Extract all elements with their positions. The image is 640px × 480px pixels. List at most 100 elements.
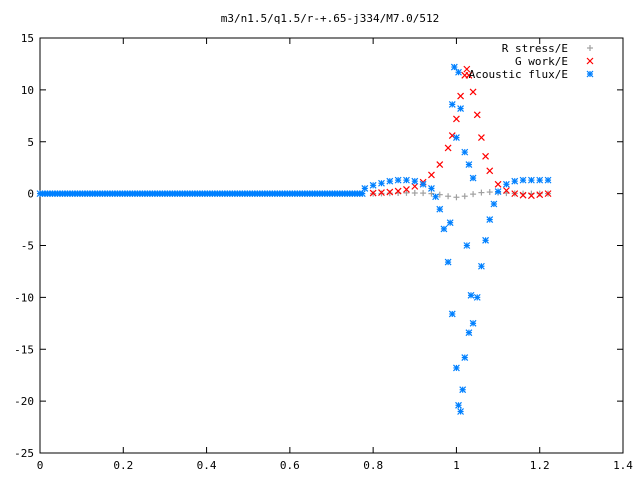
y-tick-label: -10 bbox=[14, 291, 34, 304]
data-point-g-work-e bbox=[486, 167, 494, 175]
data-point-r-stress-e bbox=[386, 190, 393, 197]
data-point-acoustic-flux-e bbox=[403, 176, 410, 184]
legend-label: R stress/E bbox=[502, 42, 568, 55]
data-point-g-work-e bbox=[494, 180, 502, 188]
data-point-r-stress-e bbox=[445, 193, 452, 200]
data-point-acoustic-flux-e bbox=[482, 236, 490, 244]
data-point-acoustic-flux-e bbox=[461, 148, 469, 156]
data-point-g-work-e bbox=[536, 191, 544, 199]
data-point-g-work-e bbox=[477, 134, 485, 142]
data-point-acoustic-flux-e bbox=[465, 161, 473, 168]
data-point-acoustic-flux-e bbox=[486, 216, 494, 223]
data-point-g-work-e bbox=[511, 190, 519, 198]
data-point-acoustic-flux-e bbox=[457, 105, 465, 112]
x-tick-label: 0 bbox=[37, 459, 44, 472]
data-point-acoustic-flux-e bbox=[432, 193, 440, 201]
data-point-g-work-e bbox=[411, 182, 419, 190]
data-point-acoustic-flux-e bbox=[463, 242, 471, 249]
x-tick-label: 0.2 bbox=[113, 459, 133, 472]
data-point-g-work-e bbox=[502, 187, 510, 194]
data-point-acoustic-flux-e bbox=[436, 205, 444, 213]
data-point-g-work-e bbox=[473, 111, 481, 119]
data-point-acoustic-flux-e bbox=[453, 364, 460, 372]
data-point-g-work-e bbox=[527, 192, 535, 200]
data-point-acoustic-flux-e bbox=[448, 100, 456, 108]
data-point-g-work-e bbox=[469, 88, 477, 96]
data-point-g-work-e bbox=[465, 71, 473, 79]
data-point-g-work-e bbox=[482, 152, 490, 160]
y-tick-label: 10 bbox=[21, 84, 34, 97]
data-point-acoustic-flux-e bbox=[444, 258, 452, 266]
data-point-g-work-e bbox=[544, 190, 552, 198]
y-tick-label: 5 bbox=[27, 136, 34, 149]
x-tick-label: 1.4 bbox=[613, 459, 633, 472]
data-point-acoustic-flux-e bbox=[511, 177, 519, 185]
data-point-r-stress-e bbox=[486, 189, 493, 196]
legend-label: Acoustic flux/E bbox=[469, 68, 568, 81]
data-point-g-work-e bbox=[378, 189, 385, 197]
data-point-acoustic-flux-e bbox=[394, 176, 402, 184]
data-point-g-work-e bbox=[463, 65, 471, 73]
x-tick-label: 0.8 bbox=[363, 459, 383, 472]
y-tick-label: -5 bbox=[21, 240, 34, 253]
data-point-acoustic-flux-e bbox=[457, 408, 465, 415]
data-point-g-work-e bbox=[369, 189, 377, 197]
data-point-r-stress-e bbox=[478, 189, 485, 196]
data-point-acoustic-flux-e bbox=[455, 401, 462, 409]
data-point-acoustic-flux-e bbox=[490, 200, 498, 208]
data-point-r-stress-e bbox=[453, 194, 460, 201]
data-point-g-work-e bbox=[453, 115, 460, 123]
data-point-acoustic-flux-e bbox=[465, 329, 473, 337]
data-point-acoustic-flux-e bbox=[502, 180, 510, 188]
data-point-r-stress-e bbox=[403, 189, 410, 196]
y-tick-label: 0 bbox=[27, 188, 34, 201]
data-point-g-work-e bbox=[403, 186, 410, 193]
data-marks bbox=[36, 63, 552, 415]
data-point-g-work-e bbox=[428, 171, 435, 179]
data-point-g-work-e bbox=[519, 191, 527, 199]
data-point-r-stress-e bbox=[411, 190, 418, 197]
legend-marker bbox=[586, 57, 594, 65]
data-point-acoustic-flux-e bbox=[494, 188, 502, 195]
data-point-acoustic-flux-e bbox=[419, 180, 427, 188]
data-point-r-stress-e bbox=[536, 190, 543, 197]
y-tick-label: -20 bbox=[14, 395, 34, 408]
data-point-acoustic-flux-e bbox=[461, 354, 469, 361]
data-point-acoustic-flux-e bbox=[411, 177, 419, 185]
data-point-acoustic-flux-e bbox=[527, 176, 535, 184]
data-point-acoustic-flux-e bbox=[473, 293, 481, 301]
data-point-acoustic-flux-e bbox=[455, 68, 462, 76]
data-point-acoustic-flux-e bbox=[446, 219, 454, 227]
data-point-g-work-e bbox=[436, 161, 444, 168]
data-point-acoustic-flux-e bbox=[519, 176, 527, 184]
legend-marker bbox=[586, 70, 594, 78]
data-point-acoustic-flux-e bbox=[428, 185, 435, 192]
plot-frame bbox=[39, 37, 624, 454]
y-tick-label: -15 bbox=[14, 343, 34, 356]
data-point-acoustic-flux-e bbox=[369, 181, 377, 189]
legend-label: G work/E bbox=[515, 55, 568, 68]
data-point-acoustic-flux-e bbox=[477, 262, 485, 270]
x-tick-label: 1.2 bbox=[530, 459, 550, 472]
data-point-acoustic-flux-e bbox=[448, 310, 456, 318]
y-tick-label: 15 bbox=[21, 32, 34, 45]
data-point-r-stress-e bbox=[461, 193, 468, 200]
data-point-acoustic-flux-e bbox=[469, 319, 477, 327]
x-tick-label: 1 bbox=[453, 459, 460, 472]
axis-ticks: 0 0.2 0.4 0.6 0.8 1 1.2 1.4 -25 -20 -15 -10 -5 0 5 10 15 bbox=[14, 32, 633, 472]
data-point-acoustic-flux-e bbox=[450, 63, 458, 71]
data-point-acoustic-flux-e bbox=[536, 176, 544, 184]
data-point-g-work-e bbox=[386, 188, 394, 196]
data-point-acoustic-flux-e bbox=[440, 225, 448, 233]
y-tick-label: -25 bbox=[14, 447, 34, 460]
data-point-acoustic-flux-e bbox=[459, 386, 467, 394]
data-point-acoustic-flux-e bbox=[469, 174, 477, 182]
legend-marker bbox=[587, 45, 593, 51]
data-point-acoustic-flux-e bbox=[378, 179, 385, 187]
data-point-acoustic-flux-e bbox=[453, 134, 460, 142]
chart-title: m3/n1.5/q1.5/r-+.65-j334/M7.0/512 bbox=[221, 12, 440, 25]
data-point-acoustic-flux-e bbox=[467, 291, 475, 299]
data-point-g-work-e bbox=[394, 187, 402, 195]
